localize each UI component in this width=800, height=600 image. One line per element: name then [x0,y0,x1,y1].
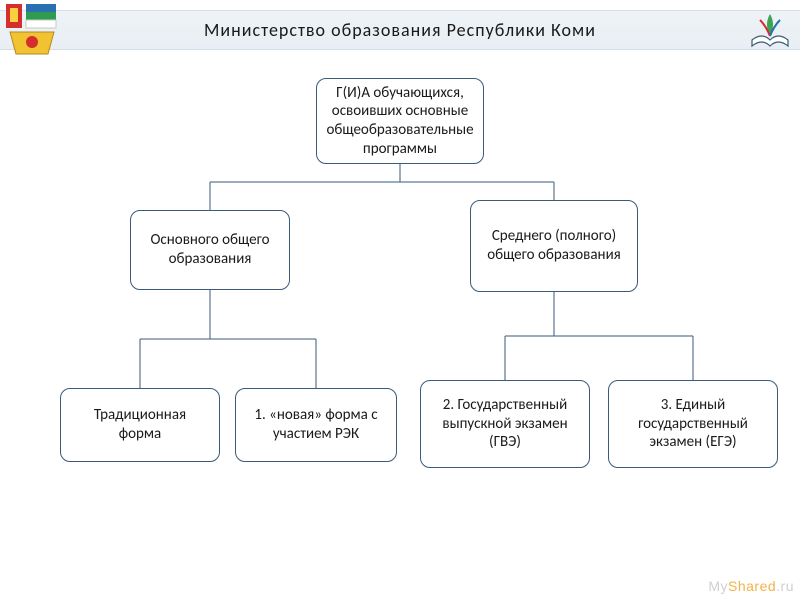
node-gve-exam: 2. Государственный выпускной экзамен (ГВ… [420,380,590,468]
node-ege-exam: 3. Единый государственный экзамен (ЕГЭ) [608,380,778,468]
node-basic-education: Основного общего образования [130,210,290,290]
emblem-komi-icon [4,2,60,58]
node-root: Г(И)А обучающихся, освоивших основные об… [316,78,484,164]
node-traditional-form: Традиционная форма [60,388,220,462]
org-tree-diagram: Г(И)А обучающихся, освоивших основные об… [0,60,800,580]
watermark: MyShared.ru [708,578,794,594]
page-title: Министерство образования Республики Коми [204,19,596,41]
watermark-suffix: .ru [776,578,794,594]
header-bar: Министерство образования Республики Коми [0,10,800,50]
watermark-prefix: My [708,578,728,594]
node-secondary-education: Среднего (полного) общего образования [470,200,638,292]
watermark-accent: Shared [728,578,776,594]
book-leaf-icon [746,6,794,54]
node-new-form-rek: 1. «новая» форма с участием РЭК [235,388,397,462]
